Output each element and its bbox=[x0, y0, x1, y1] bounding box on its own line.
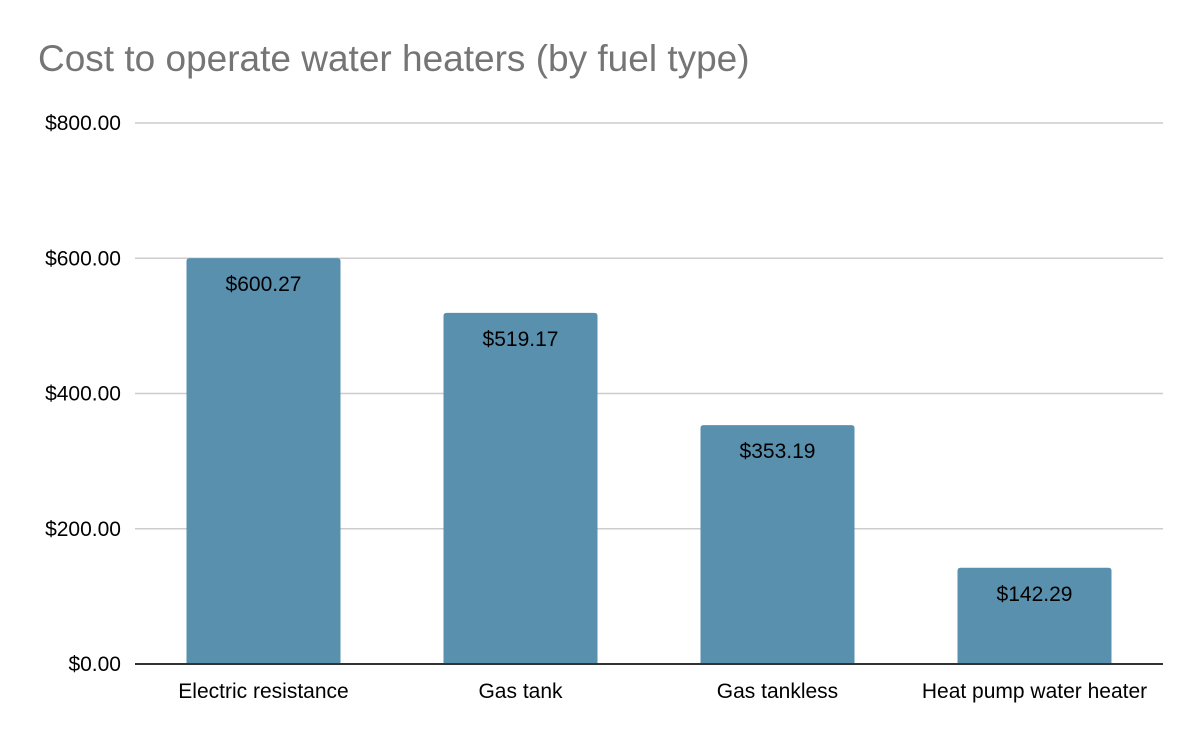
y-tick-label: $200.00 bbox=[45, 518, 121, 541]
bar bbox=[186, 258, 341, 664]
x-tick-label: Heat pump water heater bbox=[922, 680, 1147, 703]
x-tick-label: Gas tank bbox=[478, 680, 563, 703]
labels: $0.00 $200.00 $400.00 $600.00 $800.00 $600.27… bbox=[45, 112, 1147, 703]
y-tick-label: $400.00 bbox=[45, 383, 121, 406]
y-tick-label: $800.00 bbox=[45, 112, 121, 135]
bar bbox=[443, 312, 598, 664]
y-tick-label: $600.00 bbox=[45, 247, 121, 270]
x-tick-label: Gas tankless bbox=[717, 680, 838, 703]
bar bbox=[957, 567, 1112, 664]
data-label: $519.17 bbox=[483, 328, 559, 351]
bars bbox=[186, 258, 1112, 664]
data-label: $142.29 bbox=[997, 583, 1073, 606]
y-tick-label: $0.00 bbox=[68, 653, 121, 676]
data-label: $353.19 bbox=[740, 440, 816, 463]
x-tick-label: Electric resistance bbox=[178, 680, 348, 703]
chart-title: Cost to operate water heaters (by fuel t… bbox=[38, 38, 750, 79]
data-label: $600.27 bbox=[226, 273, 302, 296]
bar bbox=[700, 425, 855, 664]
